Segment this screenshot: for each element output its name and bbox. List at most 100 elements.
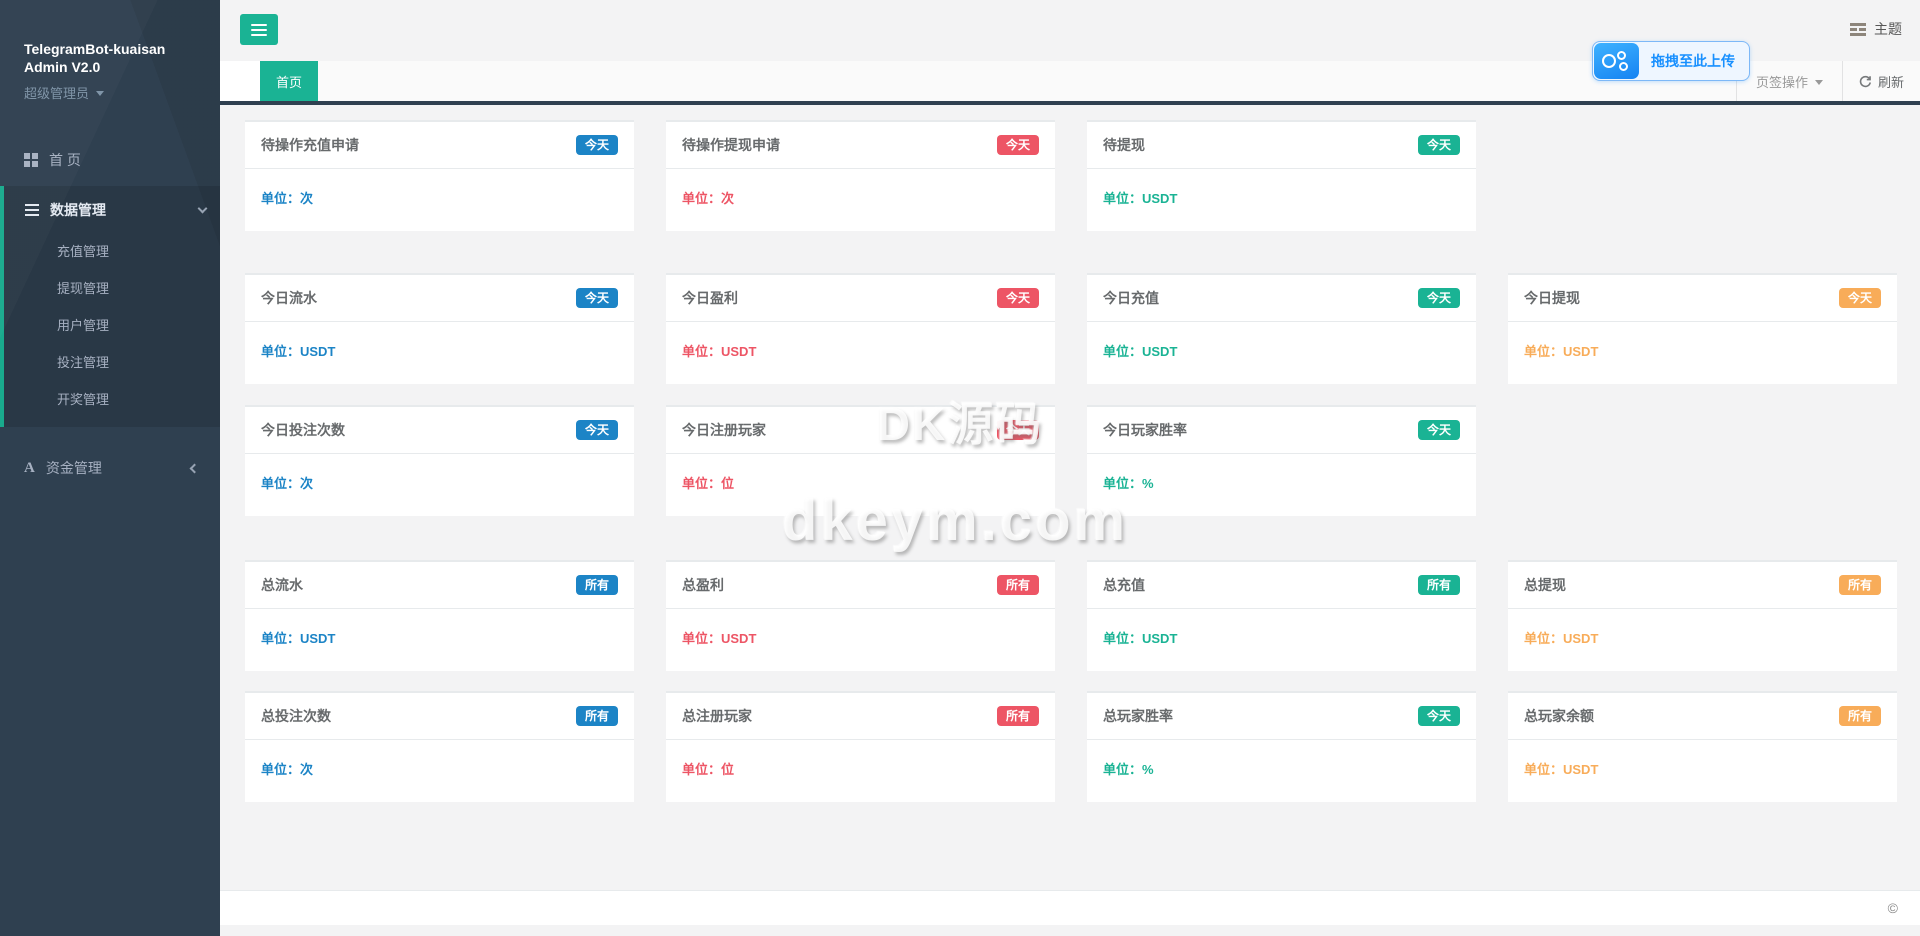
user-role-dropdown[interactable]: 超级管理员 [24, 83, 196, 102]
theme-button[interactable]: 主题 [1850, 19, 1902, 39]
tab-operations-dropdown[interactable]: 页签操作 [1737, 61, 1842, 101]
stat-card-title: 今日投注次数 [261, 422, 345, 438]
stat-card-badge: 所有 [575, 575, 618, 595]
sidebar-item-label: 首 页 [49, 152, 81, 168]
stat-card: 总盈利 所有 单位：USDT [666, 560, 1055, 671]
tab-scroll-left-zone[interactable] [220, 61, 260, 101]
stat-card-badge: 今天 [996, 135, 1039, 155]
sidebar-toggle-button[interactable] [240, 14, 278, 45]
stat-card-title: 总盈利 [682, 577, 724, 593]
sidebar-item-home[interactable]: 首 页 [0, 134, 220, 186]
stat-card-title: 今日玩家胜率 [1103, 422, 1187, 438]
main-area: 主题 首页 页签操作 刷新 拖拽至此上传 [220, 0, 1920, 936]
stat-card-unit: 单位：% [1103, 762, 1154, 777]
stat-card-unit: 单位：次 [682, 191, 735, 206]
sidebar-group-funds[interactable]: A 资金管理 [0, 443, 220, 493]
tab-strip-empty [318, 61, 1736, 101]
stat-card: 总玩家胜率 今天 单位：% [1087, 691, 1476, 802]
page-footer: © [220, 890, 1920, 925]
stat-card-badge: 今天 [575, 420, 618, 440]
stat-card-title: 待提现 [1103, 137, 1145, 153]
stat-card-row: 总流水 所有 单位：USDT 总盈利 所有 单位：USDT 总充值 所有 单位：USD… [245, 560, 1902, 671]
sidebar-item-lottery-mgmt[interactable]: 开奖管理 [57, 392, 110, 407]
divider [1735, 61, 1737, 101]
divider [1841, 61, 1843, 101]
brand-title-line2: Admin V2.0 [24, 59, 101, 75]
stat-card-title: 总投注次数 [261, 708, 331, 724]
hamburger-icon [251, 23, 267, 26]
stat-card-unit: 单位：USDT [682, 631, 757, 646]
stat-card: 今日投注次数 今天 单位：次 [245, 405, 634, 516]
stat-card: 待操作提现申请 今天 单位：次 [666, 120, 1055, 231]
tab-operations-label: 页签操作 [1755, 74, 1808, 90]
stat-card-badge: 今天 [1417, 706, 1460, 726]
stat-card-badge: 今天 [1417, 288, 1460, 308]
stat-card-badge: 今天 [1838, 288, 1881, 308]
stat-card-badge: 所有 [575, 706, 618, 726]
sidebar-item-withdraw-mgmt[interactable]: 提现管理 [57, 281, 110, 296]
stat-card-unit: 单位：% [1103, 476, 1154, 491]
tab-home[interactable]: 首页 [260, 61, 318, 101]
refresh-button[interactable]: 刷新 [1843, 61, 1920, 101]
stat-card-badge: 今天 [575, 288, 618, 308]
stat-card-title: 总提现 [1524, 577, 1566, 593]
stat-card-badge: 今天 [575, 135, 618, 155]
dashboard-content: 待操作充值申请 今天 单位：次 待操作提现申请 今天 单位：次 待提现 今天 单位：U… [220, 105, 1920, 890]
stat-card: 今日玩家胜率 今天 单位：% [1087, 405, 1476, 516]
stat-card-unit: 单位：USDT [1524, 344, 1599, 359]
sidebar-nav: 首 页 数据管理 充值管理 提现管理 用户管理 投注管理 开奖管理 A 资金管理 [0, 134, 220, 493]
stat-card: 今日盈利 今天 单位：USDT [666, 273, 1055, 384]
refresh-icon [1859, 75, 1872, 88]
copyright-symbol: © [1887, 900, 1898, 916]
stat-card: 今日充值 今天 单位：USDT [1087, 273, 1476, 384]
stat-card-badge: 所有 [1838, 575, 1881, 595]
upload-dropzone[interactable]: 拖拽至此上传 [1592, 41, 1750, 81]
user-role-label: 超级管理员 [24, 86, 90, 101]
stat-card-title: 总玩家余额 [1524, 708, 1594, 724]
stat-card-badge: 今天 [1417, 420, 1460, 440]
stat-card: 总投注次数 所有 单位：次 [245, 691, 634, 802]
refresh-label: 刷新 [1877, 74, 1904, 90]
sidebar-item-recharge-mgmt[interactable]: 充值管理 [57, 244, 110, 259]
grid-icon [24, 153, 38, 167]
stat-card: 总注册玩家 所有 单位：位 [666, 691, 1055, 802]
funds-icon: A [24, 460, 35, 476]
stat-card: 今日流水 今天 单位：USDT [245, 273, 634, 384]
stat-card-unit: 单位：USDT [1103, 631, 1178, 646]
stat-card-title: 今日盈利 [682, 290, 738, 306]
sidebar-item-user-mgmt[interactable]: 用户管理 [57, 318, 110, 333]
stat-card-unit: 单位：USDT [1103, 191, 1178, 206]
stat-card: 总流水 所有 单位：USDT [245, 560, 634, 671]
stat-card-title: 待操作提现申请 [682, 137, 780, 153]
stat-card-badge: 今天 [996, 420, 1039, 440]
sidebar-group-data-header[interactable]: 数据管理 [4, 186, 220, 232]
stat-card-unit: 单位：次 [261, 191, 314, 206]
stat-card-unit: 单位：USDT [261, 631, 336, 646]
stat-card: 今日提现 今天 单位：USDT [1508, 273, 1897, 384]
sidebar-group-label: 资金管理 [45, 460, 102, 476]
stat-card-title: 今日提现 [1524, 290, 1580, 306]
stat-card: 总玩家余额 所有 单位：USDT [1508, 691, 1897, 802]
upload-label: 拖拽至此上传 [1651, 53, 1735, 69]
brand-title-line1: TelegramBot-kuaisan [24, 41, 166, 57]
stat-card-title: 总注册玩家 [682, 708, 752, 724]
sidebar-item-bet-mgmt[interactable]: 投注管理 [57, 355, 110, 370]
stat-card: 待提现 今天 单位：USDT [1087, 120, 1476, 231]
stat-card-badge: 今天 [996, 288, 1039, 308]
stat-card: 总充值 所有 单位：USDT [1087, 560, 1476, 671]
stat-card-unit: 单位：位 [682, 476, 735, 491]
stat-card-title: 待操作充值申请 [261, 137, 359, 153]
stat-card: 待操作充值申请 今天 单位：次 [245, 120, 634, 231]
stat-card-title: 总充值 [1103, 577, 1145, 593]
profile-panel: TelegramBot-kuaisan Admin V2.0 超级管理员 [0, 0, 220, 124]
theme-icon [1850, 22, 1866, 36]
stat-card-unit: 单位：USDT [261, 344, 336, 359]
stat-card-row: 总投注次数 所有 单位：次 总注册玩家 所有 单位：位 总玩家胜率 今天 单位：% 总… [245, 691, 1902, 802]
stat-card-unit: 单位：USDT [1524, 762, 1599, 777]
list-icon [25, 204, 39, 216]
sidebar-group-label: 数据管理 [50, 202, 106, 218]
stat-card: 总提现 所有 单位：USDT [1508, 560, 1897, 671]
stat-card-unit: 单位：位 [682, 762, 735, 777]
stat-card-unit: 单位：次 [261, 762, 314, 777]
stat-card-title: 今日注册玩家 [682, 422, 766, 438]
